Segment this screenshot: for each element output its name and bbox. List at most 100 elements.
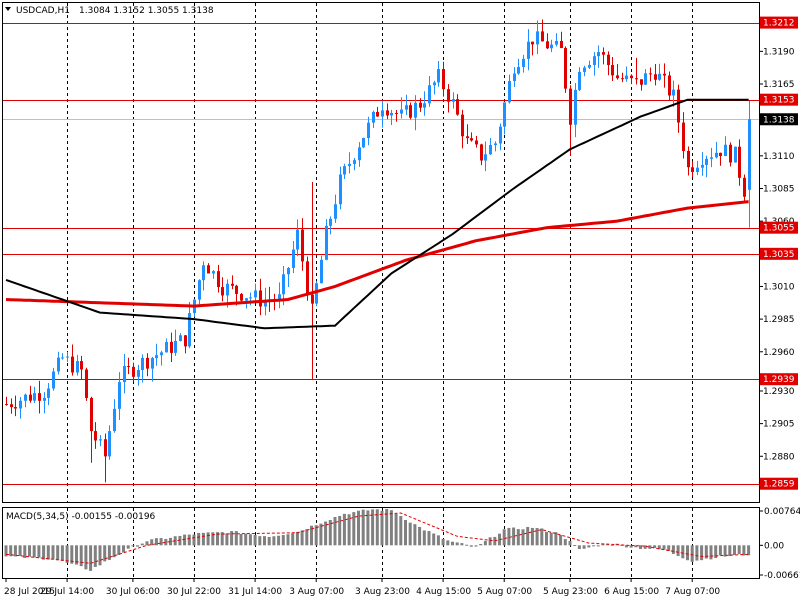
candle-bear <box>630 75 633 79</box>
macd-histogram-bar <box>112 545 116 558</box>
candle-bull <box>19 400 22 409</box>
macd-histogram-bar <box>263 536 266 546</box>
macd-histogram-bar <box>535 528 539 546</box>
candle-bear <box>207 265 210 274</box>
time-tick-label: 29 Jul 14:00 <box>40 587 94 597</box>
macd-histogram-bar <box>610 544 614 546</box>
macd-histogram-bar <box>107 545 111 560</box>
candle-bear <box>719 152 722 157</box>
macd-histogram-bar <box>413 524 417 546</box>
candle-bear <box>376 111 379 117</box>
candle-bull <box>705 158 708 165</box>
level-label: 1.3153 <box>763 96 795 106</box>
candle-bull <box>315 283 318 304</box>
candle-bull <box>390 112 393 116</box>
candle-bear <box>170 341 173 353</box>
macd-histogram-bar <box>347 514 351 546</box>
candle-bear <box>231 283 234 286</box>
price-tick-label: 1.2960 <box>763 348 795 358</box>
triangle-down-icon[interactable] <box>5 7 11 11</box>
candle-bull <box>348 163 351 167</box>
macd-histogram-bar <box>310 525 313 546</box>
macd-histogram-bar <box>319 523 323 546</box>
macd-histogram-bar <box>648 545 652 549</box>
candle-bear <box>104 439 107 457</box>
candle-bear <box>456 99 459 115</box>
candle-bull <box>76 361 79 373</box>
candle-bull <box>381 110 384 117</box>
macd-histogram-bar <box>568 541 572 546</box>
candle-bear <box>94 431 97 441</box>
macd-histogram-bar <box>267 537 271 546</box>
candle-bull <box>597 52 600 57</box>
candle-bull <box>405 105 408 110</box>
macd-histogram-bar <box>624 545 628 548</box>
candle-bear <box>301 229 304 262</box>
candle-bull <box>52 371 55 389</box>
moving-averages <box>5 98 749 330</box>
candle-bull <box>734 146 737 163</box>
macd-histogram-bar <box>122 545 125 553</box>
macd-histogram-bar <box>352 512 356 546</box>
macd-scale-label: 0.00764 <box>764 507 800 517</box>
symbol-title: USDCAD,H1 <box>16 6 70 16</box>
macd-histogram-bar <box>23 545 27 558</box>
macd-histogram-bar <box>328 520 332 546</box>
candle-bull <box>625 75 628 80</box>
macd-histogram-bar <box>582 545 586 549</box>
candle-bull <box>578 71 581 90</box>
macd-histogram-bar <box>371 509 375 546</box>
macd-histogram-bar <box>103 545 107 562</box>
macd-histogram-bar <box>56 545 60 561</box>
candle-bull <box>583 67 586 72</box>
macd-histogram-bar <box>671 545 675 554</box>
candle-bear <box>546 41 549 49</box>
candle-bull <box>57 357 60 372</box>
macd-histogram-bar <box>577 545 581 549</box>
candle-bull <box>108 431 111 457</box>
macd-histogram-bar <box>704 545 708 559</box>
macd-histogram-bar <box>89 545 93 571</box>
candle-bull <box>292 249 295 268</box>
macd-histogram-bar <box>441 538 445 546</box>
candle-bear <box>71 356 74 373</box>
macd-histogram-bar <box>154 538 158 546</box>
candle-bull <box>24 394 27 401</box>
macd-histogram-bar <box>145 541 149 546</box>
macd-histogram-bar <box>366 510 370 546</box>
macd-histogram-bar <box>700 545 704 561</box>
macd-histogram-bar <box>408 522 412 546</box>
candle-bull <box>174 341 177 353</box>
macd-histogram-bar <box>526 526 530 546</box>
macd-histogram-bar <box>324 521 328 546</box>
candle-bear <box>668 75 671 96</box>
macd-histogram-bar <box>13 545 17 557</box>
candle-bear <box>259 290 262 307</box>
macd-histogram-bar <box>718 545 722 556</box>
moving-average-fast <box>5 98 749 330</box>
macd-histogram-bar <box>178 535 182 546</box>
macd-histogram-bar <box>404 519 407 546</box>
price-tick-label: 1.3190 <box>763 47 795 57</box>
macd-histogram-bar <box>234 531 238 546</box>
candle-bull <box>296 229 299 250</box>
macd-histogram-bar <box>225 533 229 546</box>
macd-histogram-bar <box>211 532 215 546</box>
candle-bull <box>517 66 520 74</box>
candle-bear <box>132 366 135 377</box>
candle-bear <box>447 89 450 102</box>
macd-histogram-bar <box>32 545 36 558</box>
candle-bear <box>738 146 741 178</box>
level-label-bg <box>760 373 798 386</box>
candle-bear <box>729 144 732 163</box>
macd-histogram-bar <box>451 541 454 546</box>
current-price-label: 1.3138 <box>763 115 795 125</box>
candle-bull <box>588 64 591 68</box>
candle-bear <box>14 407 17 409</box>
candle-bull <box>99 439 102 441</box>
macd-histogram-bar <box>432 533 436 546</box>
macd-histogram-bar <box>733 545 736 555</box>
candle-bull <box>141 357 144 371</box>
